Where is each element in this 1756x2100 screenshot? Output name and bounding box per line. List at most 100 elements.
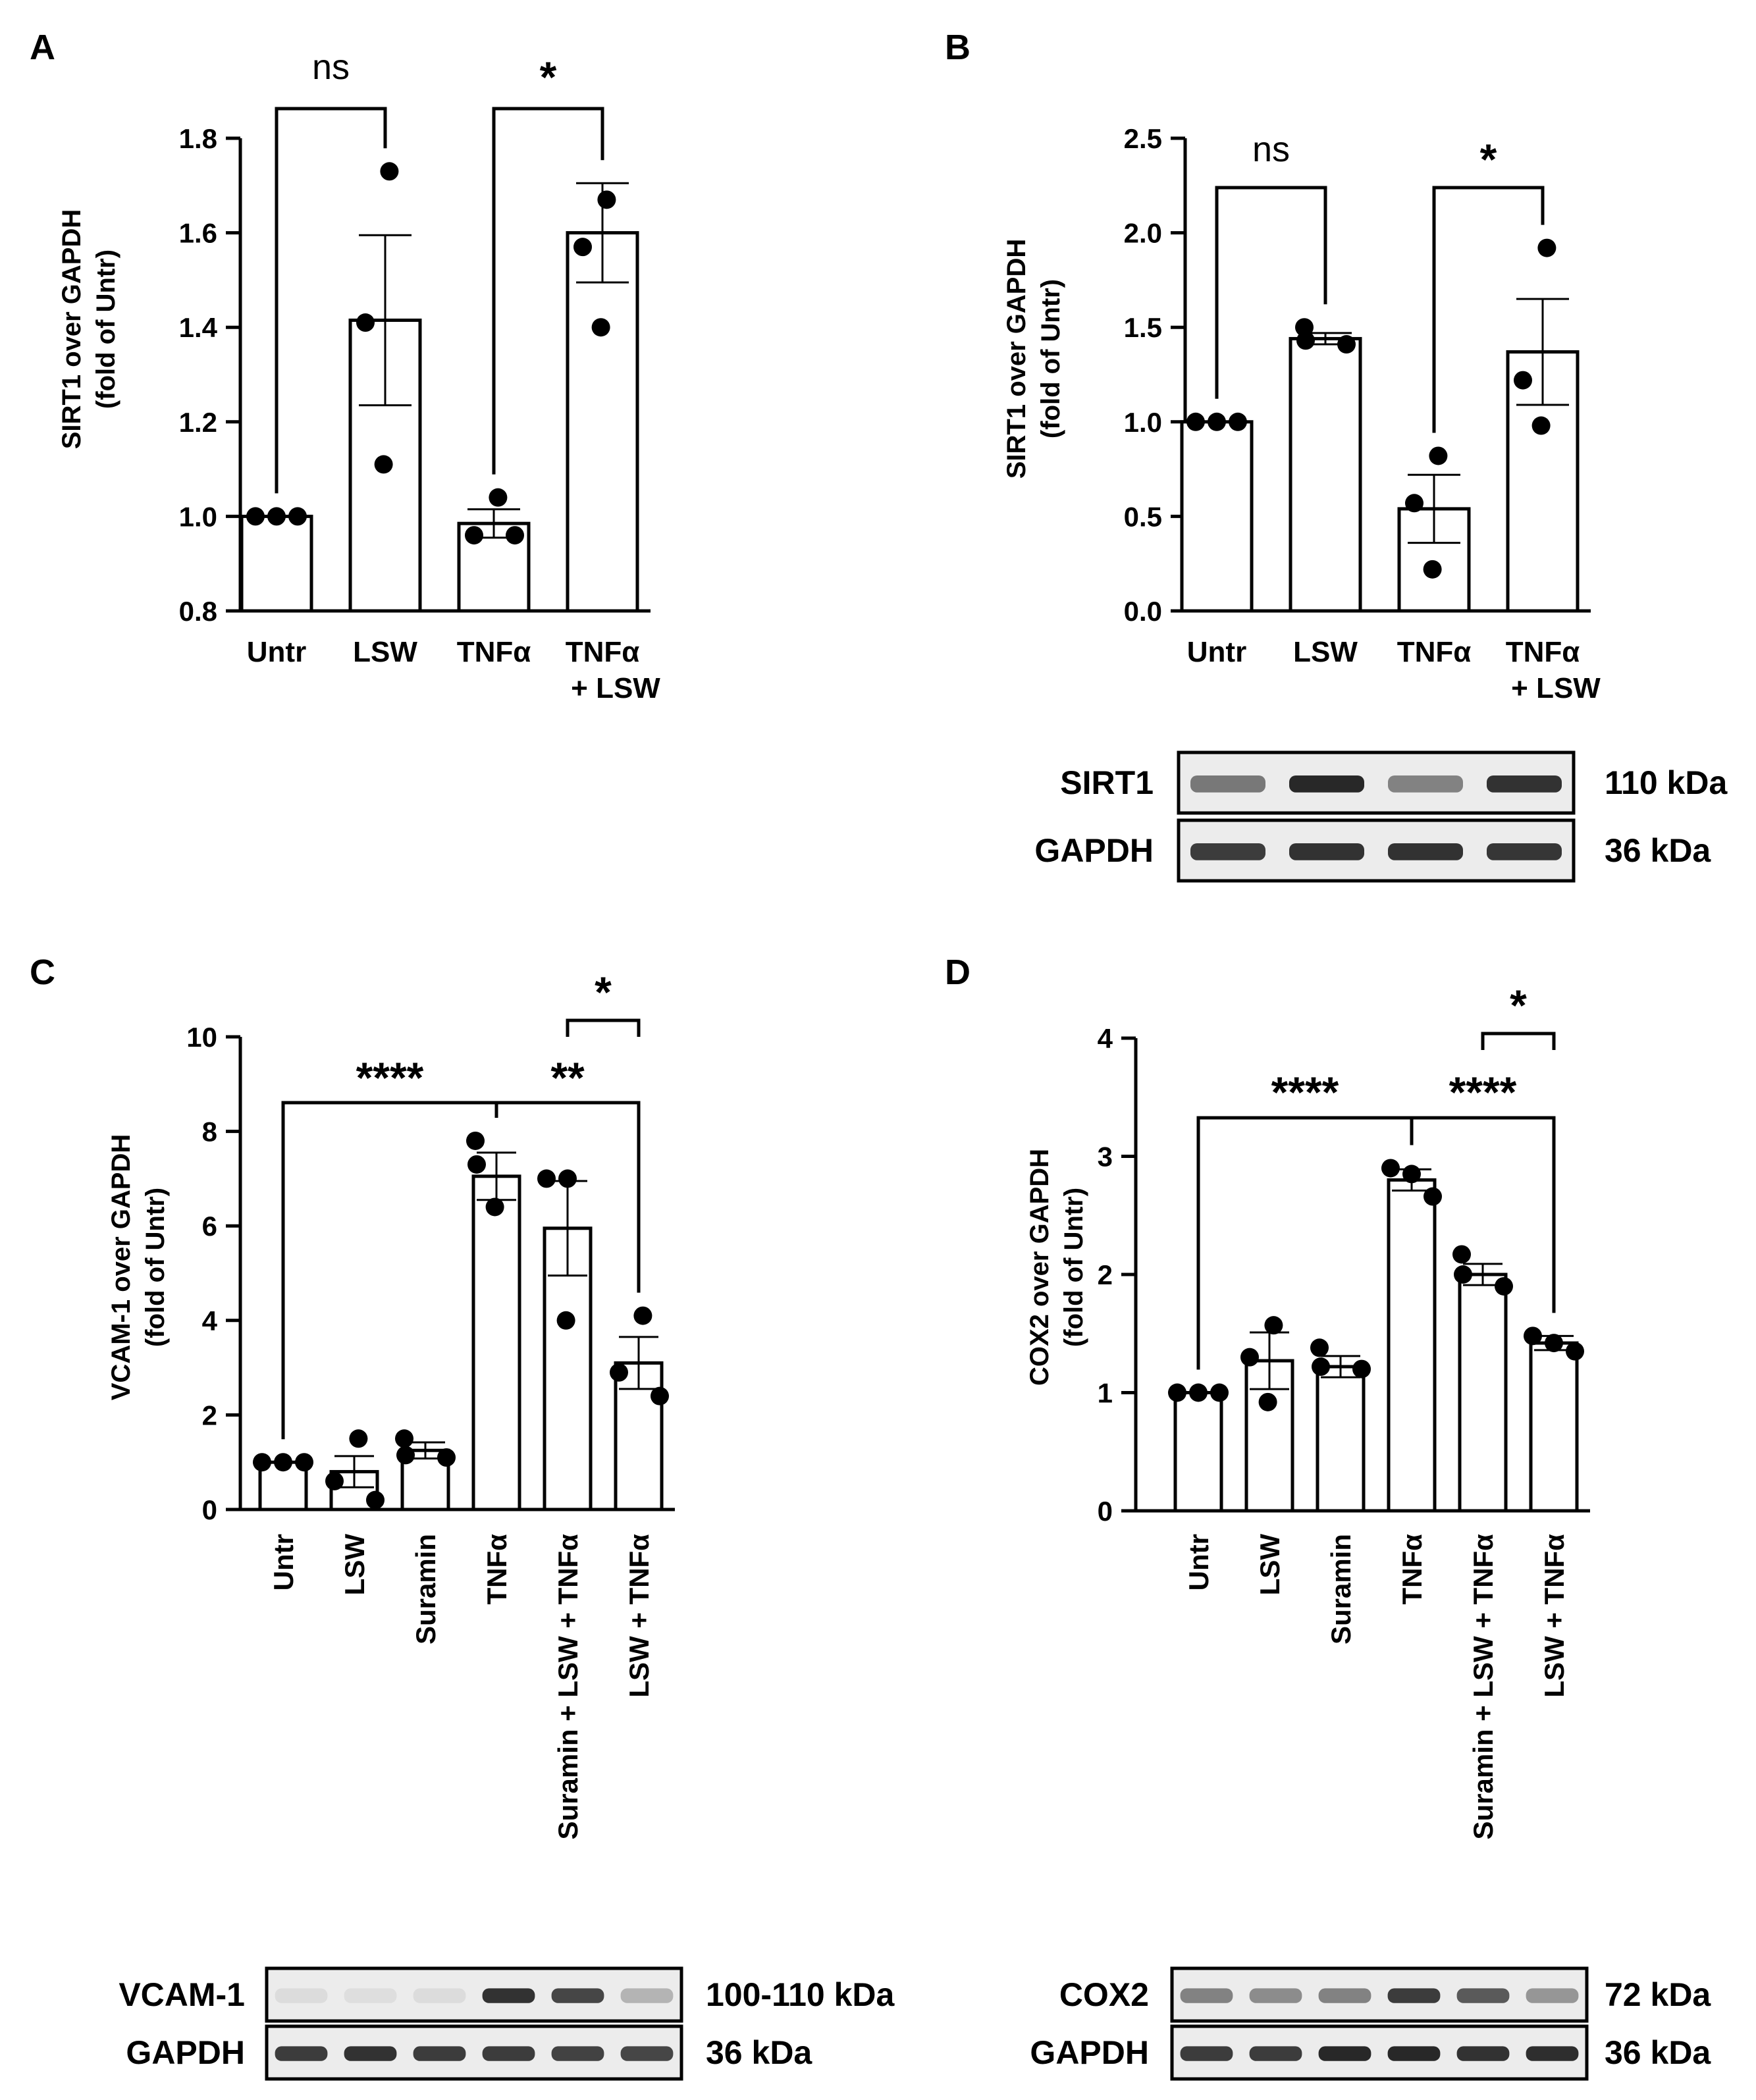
y-tick-label: 10 [186, 1022, 217, 1053]
data-point [274, 1453, 292, 1472]
data-point [610, 1363, 628, 1382]
blot-band [1456, 2046, 1510, 2061]
data-point [1537, 238, 1556, 257]
y-axis-label-line: SIRT1 over GAPDH [57, 209, 86, 450]
blot-band [1180, 1988, 1233, 2003]
data-point [1189, 1383, 1208, 1402]
data-point [288, 507, 307, 526]
data-point [1566, 1342, 1584, 1361]
significance-bracket [492, 107, 604, 475]
significance-bracket [275, 107, 387, 494]
blot-protein-label: SIRT1 [1060, 764, 1154, 801]
x-tick-label: Untr [1183, 1534, 1214, 1590]
x-tick-label-group: Untr [268, 1534, 299, 1590]
y-axis-label-line: COX2 over GAPDH [1025, 1149, 1054, 1386]
data-point [1168, 1383, 1186, 1402]
y-tick-label: 1.5 [1124, 312, 1162, 343]
x-tick-label: + LSW [1511, 672, 1601, 704]
x-tick-label: TNFα [566, 636, 640, 668]
panel-letter: D [945, 953, 971, 992]
significance-label: * [1480, 135, 1497, 184]
data-point [597, 190, 616, 209]
x-tick-label-group: Suramin [410, 1534, 441, 1644]
y-tick-label: 2.0 [1124, 218, 1162, 249]
blot-band [1526, 1988, 1579, 2003]
data-point [1295, 318, 1314, 337]
blot-band [1190, 843, 1265, 860]
bar [1387, 1178, 1437, 1513]
blot-band [551, 2046, 604, 2061]
y-tick-label: 1.0 [1124, 407, 1162, 438]
x-tick-label: LSW [1293, 636, 1358, 668]
bar [1180, 420, 1254, 613]
bar [1173, 1391, 1223, 1513]
data-point [1264, 1316, 1283, 1335]
data-point [380, 162, 399, 181]
y-tick-label: 1.0 [179, 501, 217, 532]
data-point [1531, 416, 1551, 435]
panel-c: C 0 2 4 6 8 10 VCAM-1 over GAPDH (fold of Untr) U… [30, 953, 895, 2081]
data-point [591, 318, 610, 337]
data-point [1514, 371, 1532, 390]
x-tick-label-group: Suramin + LSW + TNFα [552, 1534, 583, 1840]
data-point [558, 1169, 577, 1188]
data-point [537, 1169, 556, 1188]
blot-band [1388, 775, 1463, 793]
y-tick-label: 4 [1098, 1023, 1113, 1054]
data-point [374, 455, 393, 474]
panel-letter: A [30, 28, 55, 67]
data-point [1352, 1359, 1371, 1378]
panel-a: A 0.8 1.0 1.2 1.4 1.6 1.8 SIRT1 over GAPDH (fold… [30, 28, 660, 704]
y-tick-label: 0.5 [1124, 501, 1162, 532]
blot-band [1289, 843, 1364, 860]
blot-band [1249, 2046, 1302, 2061]
data-point [1210, 1383, 1229, 1402]
y-tick-label: 1.6 [179, 218, 217, 249]
x-tick-label: Suramin + LSW + TNFα [552, 1534, 583, 1840]
blot-band [275, 2046, 328, 2061]
data-point [253, 1453, 271, 1472]
data-point [1229, 412, 1247, 431]
y-axis-label: VCAM-1 over GAPDH (fold of Untr) [107, 1134, 170, 1401]
y-tick-label: 2.5 [1124, 123, 1162, 154]
x-tick-label: LSW [1254, 1534, 1285, 1596]
significance-bracket [281, 1101, 498, 1440]
blot-band [482, 1988, 535, 2003]
data-point [295, 1453, 313, 1472]
significance-bracket [494, 1101, 641, 1293]
blot-size-label: 110 kDa [1605, 764, 1728, 801]
x-tick-label: TNFα [1506, 636, 1580, 668]
blot-band [1487, 843, 1562, 860]
y-axis-label: SIRT1 over GAPDH (fold of Untr) [57, 209, 120, 450]
bar [1289, 336, 1362, 613]
significance-label: **** [1449, 1068, 1517, 1116]
x-tick-label-group: LSW [1254, 1534, 1285, 1596]
blot-band [551, 1988, 604, 2003]
significance-bracket [1410, 1116, 1556, 1313]
data-point [1312, 1357, 1330, 1377]
panel-d: D 0 1 2 3 4 COX2 over GAPDH (fold of Untr) Untr L… [945, 953, 1711, 2081]
y-tick-label: 2 [202, 1400, 217, 1431]
blot-band [344, 1988, 397, 2003]
blot-protein-label: GAPDH [1034, 832, 1154, 869]
y-tick-label: 3 [1098, 1142, 1113, 1172]
x-tick-label: TNFα [457, 636, 531, 668]
x-tick-label: LSW + TNFα [624, 1534, 654, 1698]
data-point [651, 1386, 669, 1405]
significance-label: ns [312, 47, 350, 87]
data-point [1545, 1334, 1563, 1353]
significance-bracket [1215, 186, 1327, 399]
blot-band [413, 1988, 466, 2003]
significance-label: * [540, 53, 557, 101]
data-point [1405, 494, 1423, 513]
data-point [1296, 331, 1315, 350]
blot-size-label: 36 kDa [1605, 832, 1711, 869]
blot-strip [1170, 1966, 1589, 2023]
data-point [1186, 412, 1205, 431]
y-tick-label: 1.2 [179, 407, 217, 438]
data-point [349, 1429, 368, 1448]
bar [1458, 1273, 1508, 1513]
data-point [396, 1446, 415, 1465]
data-point [1524, 1326, 1542, 1346]
